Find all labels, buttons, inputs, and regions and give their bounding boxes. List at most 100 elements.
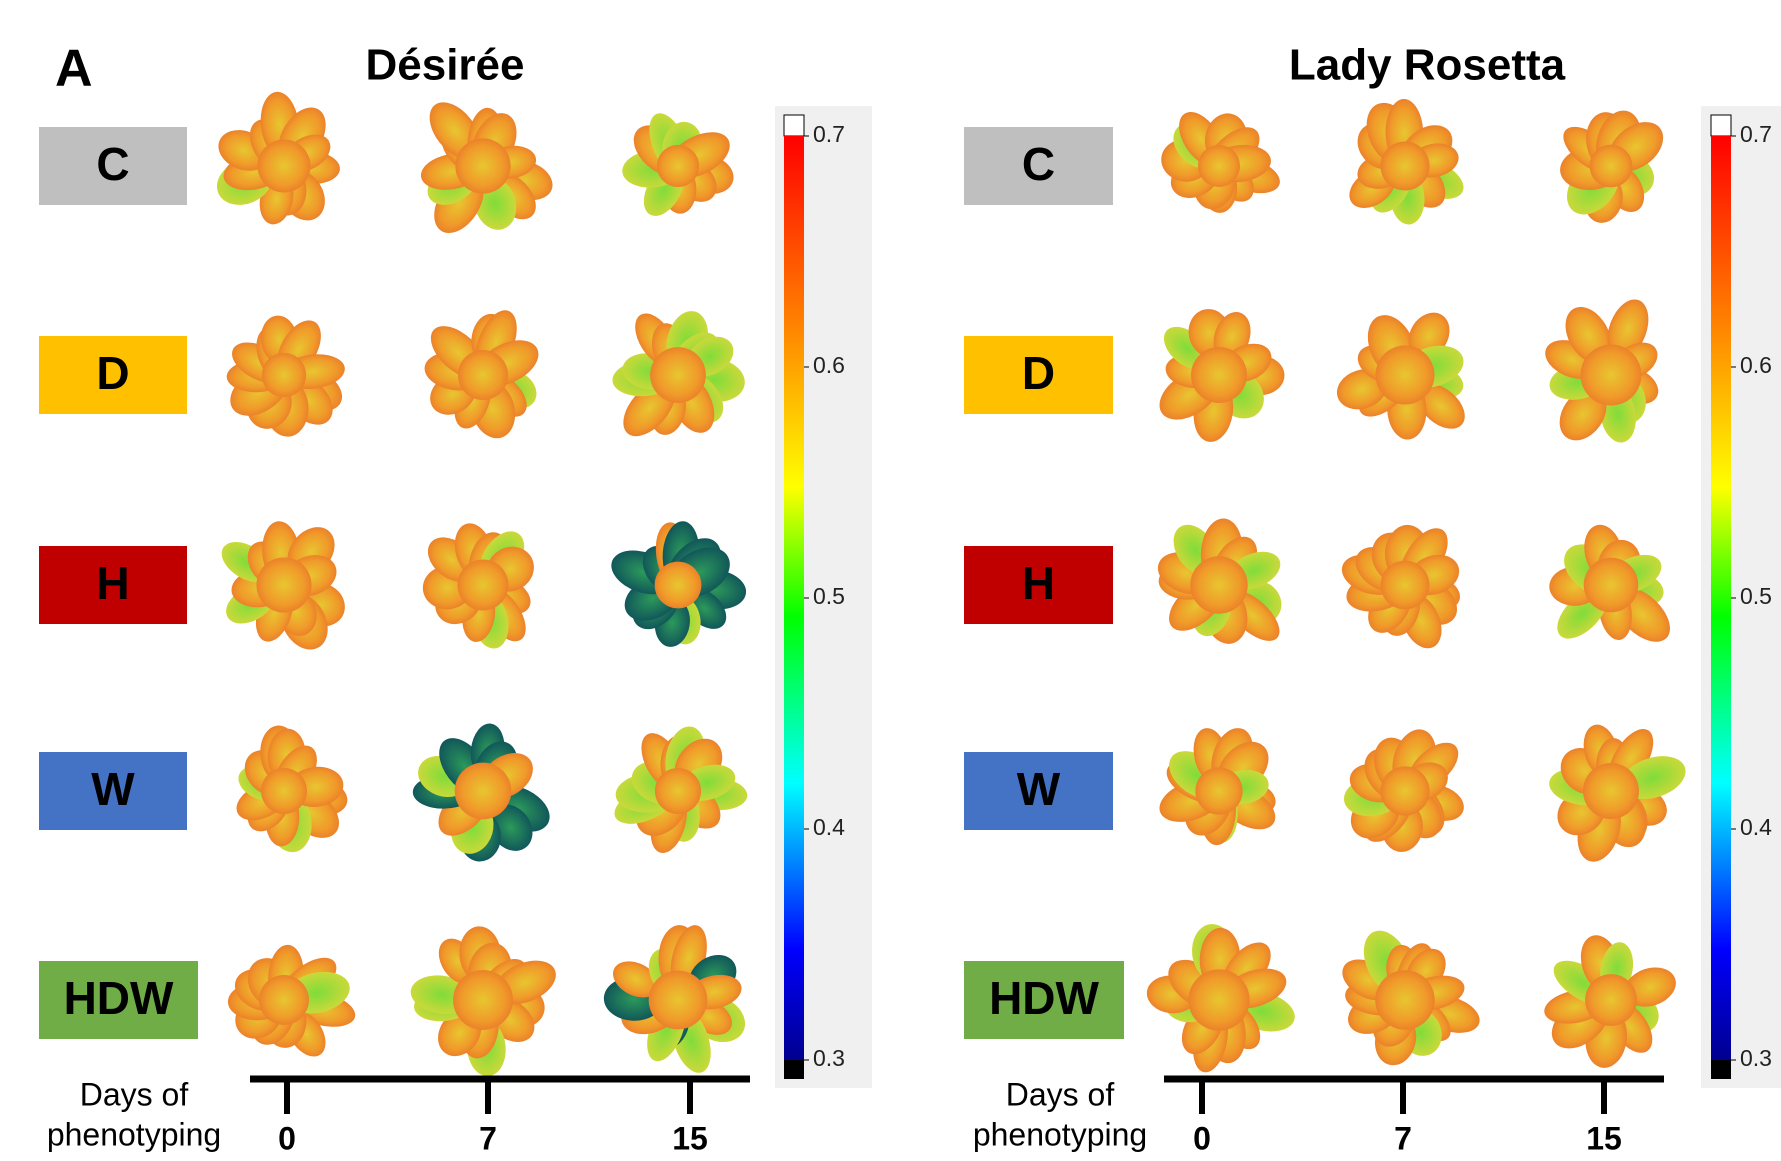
plant-image <box>620 108 738 223</box>
leaf <box>1375 970 1435 1030</box>
plant-image <box>1145 922 1299 1076</box>
plant-image <box>421 304 545 443</box>
panel-title: Lady Rosetta <box>1289 41 1566 90</box>
treatment-label: D <box>1022 347 1055 399</box>
plant-image <box>1158 104 1284 214</box>
plant-image <box>1341 724 1469 854</box>
treatment-label: D <box>96 347 129 399</box>
plant-image <box>210 90 341 229</box>
plant-image <box>408 925 562 1077</box>
plant-image <box>1342 95 1470 225</box>
days-tick-label: 15 <box>672 1120 708 1156</box>
leaf <box>455 138 510 193</box>
figure: A DésiréeCDHWHDW0.70.60.50.40.30715Days … <box>0 0 1781 1161</box>
plant-image <box>230 724 350 856</box>
leaf <box>1376 346 1435 405</box>
colorbar-tick-label: 0.6 <box>813 352 845 378</box>
leaf <box>1380 766 1429 815</box>
leaf <box>458 560 509 611</box>
plant-image <box>412 722 557 863</box>
leaf <box>453 970 513 1030</box>
colorbar-under <box>784 1060 804 1079</box>
leaf <box>649 971 708 1030</box>
leaf <box>1191 347 1247 403</box>
plant-image <box>1335 923 1484 1069</box>
page: A DésiréeCDHWHDW0.70.60.50.40.30715Days … <box>0 0 1781 1161</box>
leaf <box>1380 141 1429 190</box>
treatment-label: W <box>1017 763 1061 815</box>
plant-image <box>609 723 748 858</box>
leaf <box>455 763 512 820</box>
leaf <box>1590 145 1633 188</box>
leaf <box>1583 763 1639 819</box>
plant-image <box>1541 931 1681 1071</box>
plant-image <box>227 944 359 1064</box>
leaf <box>458 350 508 400</box>
leaf <box>258 140 311 193</box>
colorbar-tick-label: 0.7 <box>1740 121 1772 147</box>
plant-image <box>605 520 748 650</box>
days-tick-label: 0 <box>278 1120 296 1156</box>
leaf <box>655 562 702 609</box>
days-axis-title: Days of <box>80 1076 189 1112</box>
colorbar <box>1711 136 1731 1060</box>
leaf <box>1585 974 1637 1026</box>
plant-image <box>418 93 558 242</box>
plant-image <box>419 519 542 652</box>
days-axis-title: phenotyping <box>973 1116 1147 1152</box>
plant-image <box>1150 305 1284 445</box>
colorbar-tick-label: 0.4 <box>813 814 845 840</box>
plant-image <box>1337 520 1466 655</box>
colorbar-tick-label: 0.5 <box>813 583 845 609</box>
treatment-label: C <box>1022 138 1055 190</box>
leaf <box>655 768 701 814</box>
colorbar-tick-label: 0.3 <box>1740 1045 1772 1071</box>
days-tick-label: 7 <box>1394 1120 1412 1156</box>
plant-image <box>221 313 349 438</box>
plant-image <box>1555 105 1672 227</box>
colorbar-tick-label: 0.7 <box>813 121 845 147</box>
plant-image <box>1548 521 1679 652</box>
plant-image <box>1539 294 1664 450</box>
treatment-label: W <box>91 763 135 815</box>
leaf <box>1190 556 1247 613</box>
leaf <box>657 145 699 187</box>
leaf <box>261 768 307 814</box>
colorbar-over <box>1711 115 1731 136</box>
colorbar-tick-label: 0.6 <box>1740 352 1772 378</box>
leaf <box>650 347 706 403</box>
plant-image <box>215 518 353 658</box>
leaf <box>1198 145 1240 187</box>
leaf <box>1188 969 1249 1030</box>
leaf <box>1581 345 1642 406</box>
plant-image <box>1152 517 1289 650</box>
colorbar-tick-label: 0.3 <box>813 1045 845 1071</box>
colorbar <box>784 136 804 1060</box>
plant-image <box>1547 721 1691 867</box>
leaf <box>1381 561 1430 610</box>
colorbar-tick-label: 0.5 <box>1740 583 1772 609</box>
plant-image <box>1332 305 1474 440</box>
treatment-label: HDW <box>989 972 1099 1024</box>
panel-label: A <box>55 40 93 98</box>
days-tick-label: 0 <box>1193 1120 1211 1156</box>
leaf <box>256 557 311 612</box>
treatment-label: H <box>96 557 129 609</box>
leaf <box>1195 767 1242 814</box>
days-axis-title: phenotyping <box>47 1116 221 1152</box>
days-tick-label: 7 <box>479 1120 497 1156</box>
treatment-label: HDW <box>64 972 174 1024</box>
colorbar-tick-label: 0.4 <box>1740 814 1772 840</box>
plant-image <box>611 306 748 445</box>
leaf <box>262 353 306 397</box>
panel-title: Désirée <box>365 41 524 90</box>
leaf <box>259 975 309 1025</box>
days-tick-label: 15 <box>1586 1120 1622 1156</box>
plant-image <box>603 921 753 1077</box>
treatment-label: H <box>1022 557 1055 609</box>
colorbar-under <box>1711 1060 1731 1079</box>
plant-image <box>1154 722 1283 846</box>
days-axis-title: Days of <box>1006 1076 1115 1112</box>
leaf <box>1584 558 1639 613</box>
treatment-label: C <box>96 138 129 190</box>
